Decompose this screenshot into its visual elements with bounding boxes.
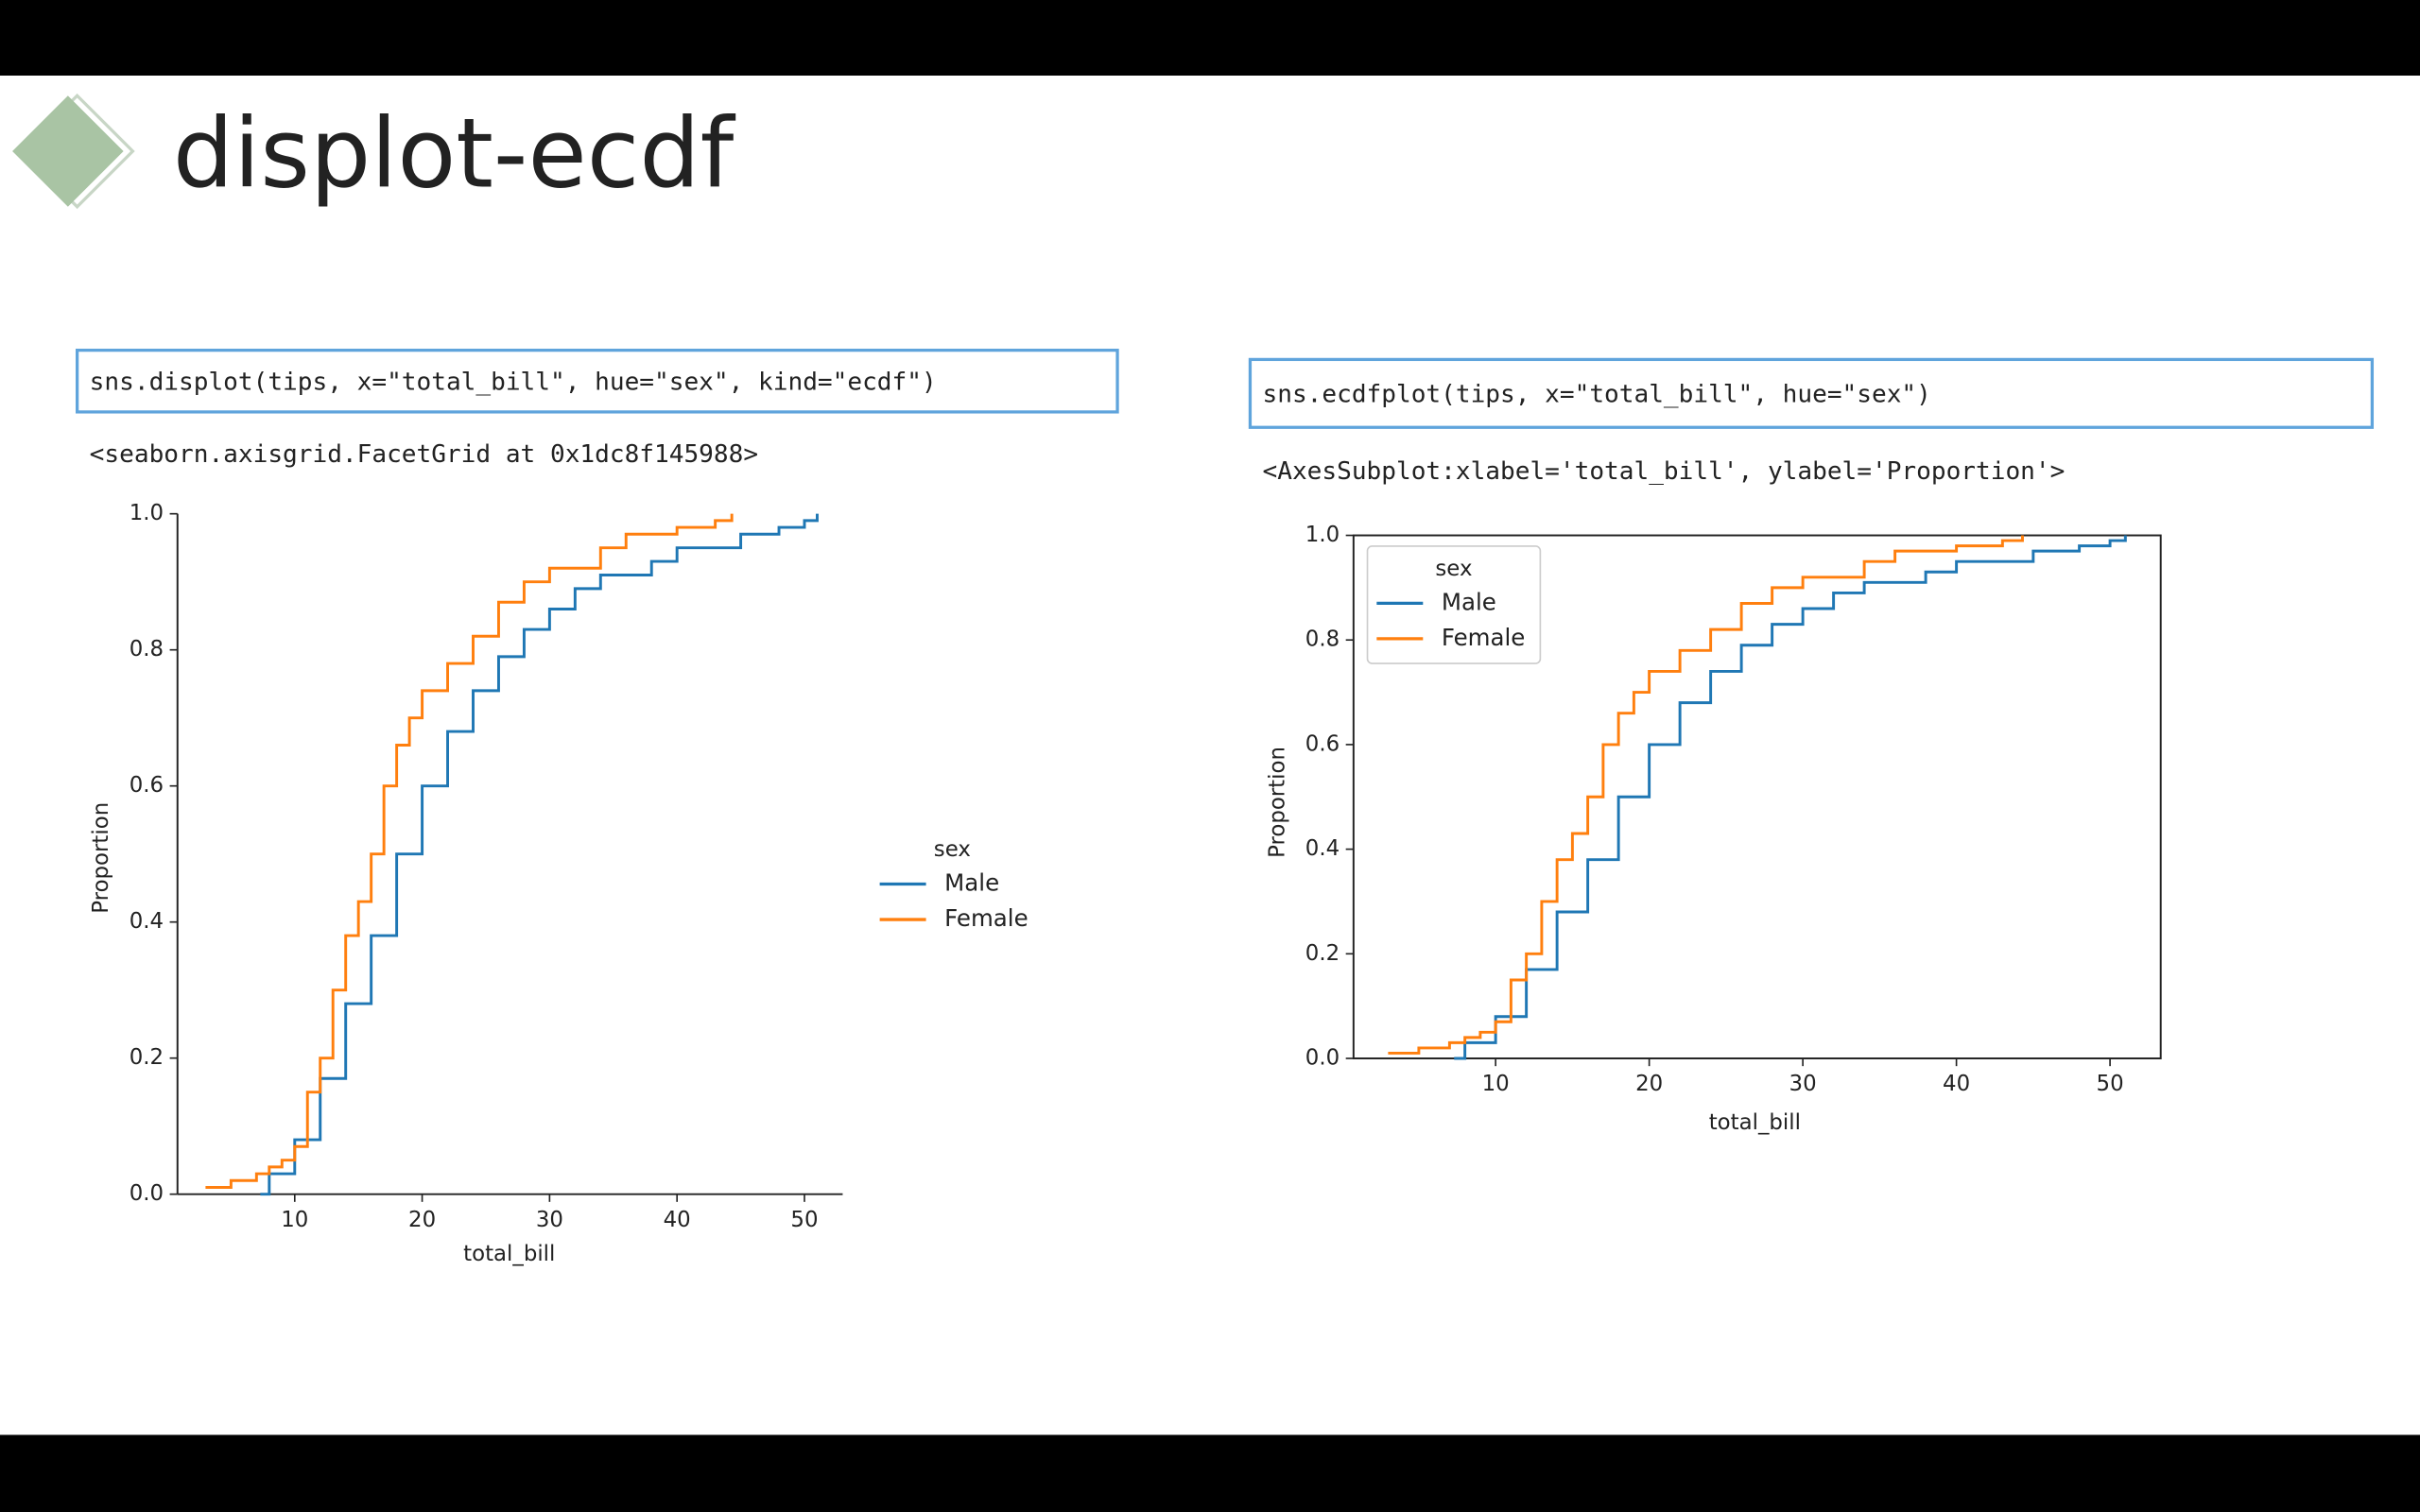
x-tick-label: 50 — [790, 1208, 818, 1232]
x-tick-label: 30 — [1789, 1072, 1817, 1096]
x-tick-label: 10 — [1482, 1072, 1510, 1096]
y-axis-label: Proportion — [89, 802, 113, 914]
y-tick-label: 0.6 — [130, 773, 164, 798]
slide-title: displot-ecdf — [173, 98, 736, 210]
y-tick-label: 1.0 — [1305, 523, 1340, 547]
x-tick-label: 20 — [408, 1208, 436, 1232]
legend-label: Male — [1442, 588, 1496, 615]
x-tick-label: 10 — [281, 1208, 308, 1232]
legend-box — [1366, 545, 1542, 664]
code-cell — [76, 348, 1119, 414]
code-text: sns.displot(tips, x="total_bill", hue="s… — [90, 368, 937, 396]
y-tick-label: 0.4 — [1305, 836, 1340, 861]
x-tick-label: 50 — [2097, 1072, 2124, 1096]
legend-label: Female — [944, 904, 1028, 932]
y-tick-label: 0.8 — [130, 637, 164, 662]
x-tick-label: 40 — [1943, 1072, 1970, 1096]
legend-title: sex — [934, 837, 971, 862]
code-cell — [1248, 357, 2375, 429]
y-tick-label: 0.0 — [130, 1181, 164, 1206]
x-tick-label: 20 — [1635, 1072, 1663, 1096]
y-tick-label: 0.2 — [1305, 941, 1340, 966]
x-tick-label: 40 — [664, 1208, 691, 1232]
legend-title: sex — [1435, 557, 1472, 581]
code-text: sns.ecdfplot(tips, x="total_bill", hue="… — [1263, 380, 1931, 408]
y-tick-label: 0.6 — [1305, 731, 1340, 756]
x-axis-label: total_bill — [1709, 1110, 1801, 1135]
legend-label: Female — [1442, 624, 1525, 651]
y-axis-label: Proportion — [1265, 747, 1289, 858]
x-axis-label: total_bill — [463, 1242, 555, 1266]
cell-output: <AxesSubplot:xlabel='total_bill', ylabel… — [1263, 457, 2066, 486]
y-tick-label: 0.4 — [130, 909, 164, 934]
y-tick-label: 1.0 — [130, 501, 164, 525]
cell-output: <seaborn.axisgrid.FacetGrid at 0x1dc8f14… — [90, 440, 758, 469]
x-tick-label: 30 — [536, 1208, 563, 1232]
title-icon — [12, 95, 124, 207]
plot-frame — [1352, 534, 2162, 1059]
slide-body — [0, 76, 2420, 1435]
y-tick-label: 0.2 — [130, 1045, 164, 1070]
ecdf-line — [1454, 535, 2127, 1060]
legend-label: Male — [944, 869, 999, 897]
ecdf-line — [260, 513, 819, 1196]
y-tick-label: 0.0 — [1305, 1045, 1340, 1070]
y-tick-label: 0.8 — [1305, 627, 1340, 652]
ecdf-line — [1388, 535, 2024, 1055]
ecdf-line — [205, 513, 734, 1189]
